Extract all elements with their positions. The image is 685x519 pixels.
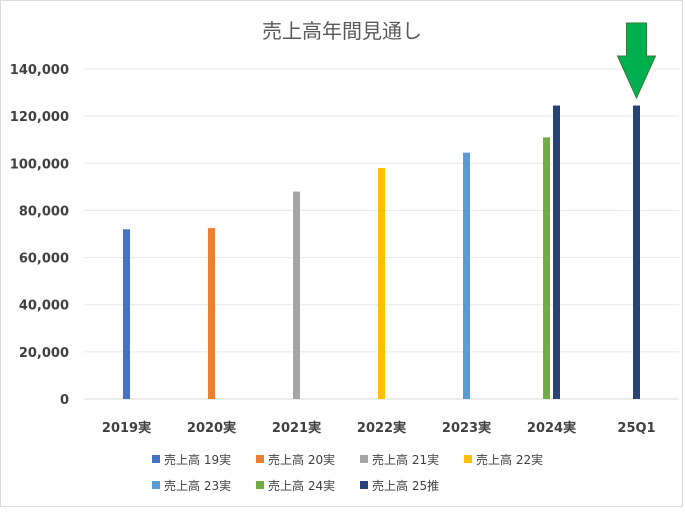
x-tick-label: 2021実: [272, 420, 321, 436]
y-tick-label: 20,000: [19, 346, 69, 361]
x-tick-label: 25Q1: [617, 421, 655, 436]
bar: [553, 105, 560, 400]
y-tick-label: 0: [60, 393, 69, 408]
bar: [543, 137, 550, 399]
annotation: [616, 22, 657, 100]
bar: [123, 229, 130, 399]
legend-label: 売上高 22実: [476, 452, 543, 467]
bar: [378, 168, 385, 399]
chart-title: 売上高年間見通し: [262, 19, 422, 43]
legend-swatch: [360, 455, 368, 463]
x-tick-label: 2022実: [357, 420, 406, 436]
x-tick-label: 2023実: [442, 420, 491, 436]
legend-label: 売上高 24実: [268, 478, 335, 493]
bar: [208, 228, 215, 399]
bar: [293, 191, 300, 399]
legend-swatch: [152, 481, 160, 489]
legend-swatch: [256, 481, 264, 489]
y-tick-label: 140,000: [10, 63, 69, 78]
x-tick-label: 2020実: [187, 420, 236, 436]
legend-swatch: [152, 455, 160, 463]
x-tick-label: 2019実: [102, 420, 151, 436]
legend-label: 売上高 20実: [268, 452, 335, 467]
legend-label: 売上高 23実: [164, 478, 231, 493]
bar: [633, 105, 640, 400]
legend-swatch: [360, 481, 368, 489]
legend-swatch: [464, 455, 472, 463]
legend-swatch: [256, 455, 264, 463]
x-tick-label: 2024実: [527, 420, 576, 436]
chart-frame: 売上高年間見通し 0 20,000 40,000 60,000 80,000 100,00…: [0, 0, 683, 507]
bars: [123, 105, 640, 400]
y-tick-label: 120,000: [10, 110, 69, 125]
y-tick-label: 100,000: [10, 157, 69, 172]
bar: [463, 152, 470, 399]
x-axis-ticks: 2019実 2020実 2021実 2022実 2023実 2024実 25Q1: [102, 420, 656, 436]
legend-label: 売上高 19実: [164, 452, 231, 467]
down-arrow-icon: [616, 22, 657, 100]
legend-label: 売上高 25推: [372, 478, 439, 493]
y-tick-label: 40,000: [19, 299, 69, 314]
y-tick-label: 80,000: [19, 204, 69, 219]
bar-chart: 売上高年間見通し 0 20,000 40,000 60,000 80,000 100,00…: [10, 19, 679, 493]
legend-label: 売上高 21実: [372, 452, 439, 467]
y-axis-ticks: 0 20,000 40,000 60,000 80,000 100,000 120,000 1…: [10, 63, 69, 408]
y-tick-label: 60,000: [19, 252, 69, 267]
